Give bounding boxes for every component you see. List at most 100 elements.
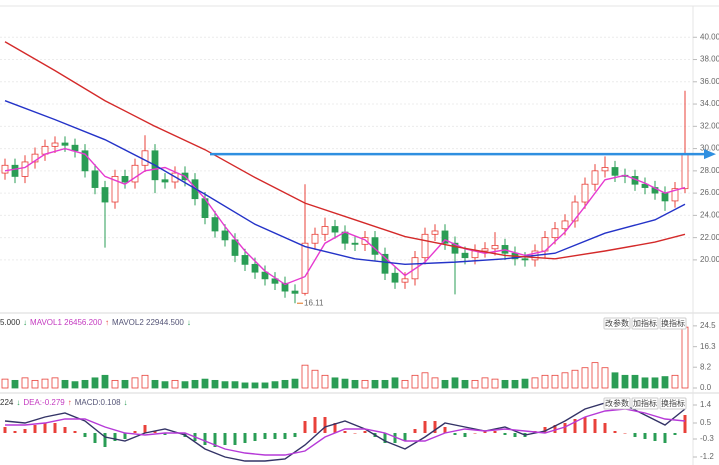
candle-body [391, 272, 399, 283]
macd-bar [603, 423, 607, 433]
macd-bar [163, 433, 167, 435]
macd-bar [293, 433, 297, 437]
macd-bar [323, 417, 327, 433]
macd-bar [383, 433, 387, 443]
macd-bar [423, 421, 427, 433]
indicator-legend: 5.000 ↓ MAVOL1 26456.200 ↑ MAVOL2 22944.500 ↓ [0, 318, 191, 327]
macd-bar [33, 425, 37, 433]
candle-body [521, 258, 529, 261]
candle-body [21, 161, 29, 177]
volume-bar [581, 367, 589, 389]
y-tick-label: 28.00 [700, 166, 719, 175]
y-tick-label: 8.2 [700, 362, 712, 371]
macd-bar [53, 423, 57, 433]
candle-body [481, 248, 489, 252]
macd-bar [273, 433, 277, 439]
volume-bar [111, 379, 119, 389]
indicator-button[interactable]: 换指标 [659, 397, 687, 410]
candle-body [381, 253, 389, 274]
y-tick-label: 36.00 [700, 77, 719, 86]
candle-body [601, 167, 609, 172]
candle-body [351, 242, 359, 245]
indicator-button[interactable]: 加指标 [631, 397, 659, 410]
ma-line [4, 147, 686, 286]
candle-body [281, 282, 289, 292]
macd-bar [463, 433, 467, 437]
button-frame [631, 317, 659, 330]
macd-bar [683, 415, 687, 433]
volume-bar [211, 379, 219, 389]
macd-bar [583, 417, 587, 433]
button-frame [659, 397, 687, 410]
macd-bar [443, 427, 447, 433]
candle-body [1, 164, 9, 174]
volume-bar [131, 377, 139, 389]
macd-bar [403, 433, 407, 441]
macd-bar [333, 423, 337, 433]
macd-bar [133, 431, 137, 433]
candle-body [361, 237, 369, 245]
volume-bar [41, 378, 49, 389]
macd-bar [573, 419, 577, 433]
volume-bar [331, 377, 339, 389]
volume-bar [181, 381, 189, 389]
legend-item: 5.000 [0, 318, 21, 327]
volume-bar [321, 374, 329, 389]
candle-body [271, 278, 279, 284]
volume-bar [681, 326, 689, 389]
y-tick-label: 24.00 [700, 210, 719, 219]
indicator-button[interactable]: 改参数 [603, 397, 631, 410]
indicator-button[interactable]: 改参数 [603, 317, 631, 330]
macd-bar [223, 433, 227, 445]
volume-bar [671, 374, 679, 389]
y-tick-label: 0.5 [700, 418, 712, 427]
volume-bar [471, 379, 479, 389]
indicator-legend: 224 ↓ DEA:-0.279 ↑ MACD:0.108 ↓ [0, 398, 128, 407]
candle-body [91, 170, 99, 188]
candle-body [571, 201, 579, 222]
candle-body [261, 271, 269, 280]
macd-bar [413, 429, 417, 433]
macd-bar [343, 431, 347, 433]
volume-bar [241, 382, 249, 389]
volume-bar [641, 377, 649, 389]
y-tick-label: 24.5 [700, 321, 716, 330]
indicator-button[interactable]: 换指标 [659, 317, 687, 330]
macd-bar [303, 421, 307, 433]
volume-bar [511, 379, 519, 389]
candle-body [331, 226, 339, 233]
candle-body [591, 170, 599, 185]
macd-bar [453, 433, 457, 435]
indicator-button[interactable]: 加指标 [631, 317, 659, 330]
macd-bar [313, 417, 317, 433]
candle-body [241, 255, 249, 265]
macd-bar [113, 433, 117, 441]
macd-bar [93, 433, 97, 443]
y-tick-label: 38.00 [700, 55, 719, 64]
macd-bar [233, 433, 237, 445]
volume-bar [341, 378, 349, 389]
volume-bar [551, 374, 559, 389]
candle-body [441, 230, 449, 244]
legend-item: ↑ [68, 398, 72, 407]
button-frame [659, 317, 687, 330]
candle-body [681, 153, 689, 190]
volume-bar [151, 379, 159, 389]
macd-bar [13, 431, 17, 433]
macd-bar [643, 433, 647, 439]
macd-bar [663, 433, 667, 443]
candle-body [661, 192, 669, 202]
volume-bar [601, 367, 609, 389]
macd-bar [563, 423, 567, 433]
candle-body [641, 183, 649, 188]
volume-bar [311, 369, 319, 389]
volume-bar [71, 381, 79, 389]
volume-bar [61, 379, 69, 389]
legend-item: ↓ [187, 318, 191, 327]
volume-bar [11, 379, 19, 389]
candle-body [51, 142, 59, 147]
macd-bar [483, 431, 487, 433]
volume-bar [451, 377, 459, 389]
